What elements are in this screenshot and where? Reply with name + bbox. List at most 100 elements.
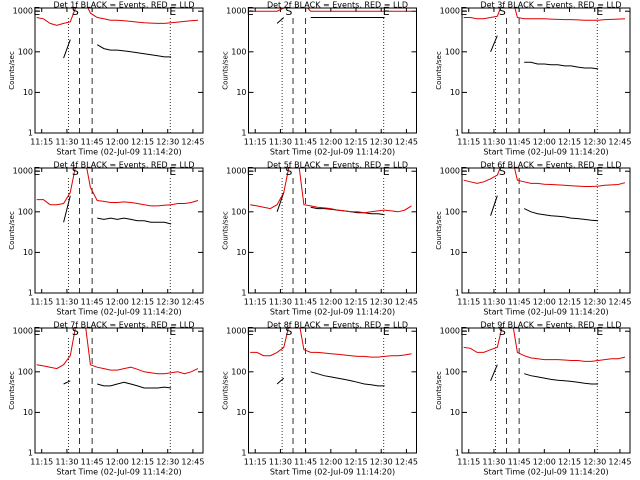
x-tick-label: 12:15 bbox=[344, 298, 367, 307]
x-tick-label: 12:30 bbox=[583, 458, 606, 467]
x-tick-label: 11:15 bbox=[30, 138, 53, 147]
x-tick-label: 11:45 bbox=[294, 458, 317, 467]
event-marker: S bbox=[72, 165, 79, 178]
x-tick-label: 12:00 bbox=[106, 458, 129, 467]
chart-title: Det 6f BLACK = Events, RED = LLD bbox=[480, 161, 621, 170]
chart-title: Det 5f BLACK = Events, RED = LLD bbox=[267, 161, 408, 170]
series-line bbox=[276, 371, 385, 387]
event-marker: E bbox=[247, 5, 254, 18]
panel: Det 1f BLACK = Events, RED = LLD Start Ti… bbox=[8, 1, 204, 157]
x-tick-label: 12:45 bbox=[181, 298, 204, 307]
y-axis-label: Counts/sec bbox=[8, 371, 16, 410]
event-marker: E bbox=[33, 165, 40, 178]
series-line bbox=[490, 364, 599, 385]
series-line bbox=[36, 328, 199, 375]
series-line bbox=[36, 168, 199, 207]
event-marker: S bbox=[72, 5, 79, 18]
y-tick-label: 100 bbox=[18, 367, 33, 376]
series-line bbox=[463, 168, 626, 187]
series-line bbox=[250, 168, 412, 214]
event-marker: E bbox=[169, 165, 176, 178]
y-tick-label: 1 bbox=[28, 449, 33, 458]
series-line bbox=[36, 8, 199, 26]
event-marker: S bbox=[499, 5, 506, 18]
plot-frame bbox=[248, 7, 417, 134]
panel: Det 2f BLACK = Events, RED = LLD Start Ti… bbox=[222, 1, 418, 157]
x-tick-label: 11:15 bbox=[244, 138, 267, 147]
x-tick-label: 11:45 bbox=[508, 298, 531, 307]
event-marker: E bbox=[596, 165, 603, 178]
y-tick-label: 100 bbox=[18, 47, 33, 56]
event-marker: E bbox=[460, 5, 467, 18]
event-marker: S bbox=[499, 325, 506, 338]
x-axis-label: Start Time (02-Jul-09 11:14:20) bbox=[56, 308, 181, 317]
x-tick-label: 12:15 bbox=[558, 458, 581, 467]
x-tick-label: 12:30 bbox=[156, 458, 179, 467]
y-tick-label: 1 bbox=[241, 449, 246, 458]
series-line bbox=[63, 195, 172, 225]
x-tick-label: 12:15 bbox=[131, 458, 154, 467]
x-tick-label: 12:30 bbox=[156, 138, 179, 147]
series-line bbox=[276, 17, 385, 24]
event-marker: E bbox=[460, 325, 467, 338]
y-axis-label: Counts/sec bbox=[435, 371, 443, 410]
x-tick-label: 12:15 bbox=[344, 458, 367, 467]
x-tick-label: 11:45 bbox=[508, 458, 531, 467]
event-marker: E bbox=[596, 325, 603, 338]
series-line bbox=[63, 380, 172, 389]
x-tick-label: 12:30 bbox=[370, 138, 393, 147]
event-marker: E bbox=[383, 325, 390, 338]
y-axis-label: Counts/sec bbox=[222, 51, 230, 90]
x-tick-label: 12:15 bbox=[131, 138, 154, 147]
x-tick-label: 11:45 bbox=[294, 138, 317, 147]
plot-frame bbox=[34, 327, 204, 454]
chart-title: Det 7f BLACK = Events, RED = LLD bbox=[53, 321, 194, 330]
x-axis-label: Start Time (02-Jul-09 11:14:20) bbox=[56, 148, 181, 157]
x-tick-label: 11:15 bbox=[457, 298, 480, 307]
x-tick-label: 11:15 bbox=[30, 458, 53, 467]
x-tick-label: 11:30 bbox=[55, 298, 78, 307]
panel: Det 3f BLACK = Events, RED = LLD Start Ti… bbox=[435, 1, 631, 157]
x-tick-label: 11:15 bbox=[244, 298, 267, 307]
y-tick-label: 100 bbox=[445, 367, 460, 376]
x-tick-label: 12:45 bbox=[608, 458, 631, 467]
x-tick-label: 11:45 bbox=[81, 458, 104, 467]
x-tick-label: 12:45 bbox=[608, 298, 631, 307]
y-tick-label: 100 bbox=[445, 47, 460, 56]
series-line bbox=[250, 8, 412, 12]
x-tick-label: 12:00 bbox=[533, 458, 556, 467]
chart-title: Det 3f BLACK = Events, RED = LLD bbox=[480, 1, 621, 10]
x-tick-label: 11:45 bbox=[294, 298, 317, 307]
x-tick-label: 11:30 bbox=[482, 138, 505, 147]
event-marker: S bbox=[285, 5, 292, 18]
x-tick-label: 12:45 bbox=[608, 138, 631, 147]
y-axis-label: Counts/sec bbox=[8, 211, 16, 250]
series-line bbox=[63, 39, 172, 59]
x-tick-label: 12:15 bbox=[558, 298, 581, 307]
x-tick-label: 12:30 bbox=[370, 458, 393, 467]
y-axis-label: Counts/sec bbox=[222, 371, 230, 410]
plot-frame bbox=[248, 327, 417, 454]
series-line bbox=[250, 328, 412, 358]
x-tick-label: 12:00 bbox=[106, 298, 129, 307]
y-tick-label: 100 bbox=[231, 367, 246, 376]
x-tick-label: 11:30 bbox=[269, 458, 292, 467]
y-tick-label: 1000 bbox=[226, 167, 246, 176]
event-marker: E bbox=[33, 5, 40, 18]
series-line bbox=[490, 35, 599, 70]
event-marker: E bbox=[383, 165, 390, 178]
y-tick-label: 100 bbox=[18, 207, 33, 216]
x-axis-label: Start Time (02-Jul-09 11:14:20) bbox=[483, 308, 608, 317]
panel: Det 8f BLACK = Events, RED = LLD Start Ti… bbox=[222, 321, 418, 477]
x-tick-label: 12:45 bbox=[395, 458, 418, 467]
x-tick-label: 11:15 bbox=[30, 298, 53, 307]
x-tick-label: 12:45 bbox=[181, 458, 204, 467]
y-tick-label: 10 bbox=[23, 248, 33, 257]
x-tick-label: 12:00 bbox=[319, 138, 342, 147]
chart-title: Det 9f BLACK = Events, RED = LLD bbox=[480, 321, 621, 330]
y-tick-label: 10 bbox=[236, 248, 246, 257]
x-tick-label: 11:45 bbox=[81, 298, 104, 307]
series-line bbox=[463, 8, 626, 21]
x-tick-label: 11:45 bbox=[508, 138, 531, 147]
